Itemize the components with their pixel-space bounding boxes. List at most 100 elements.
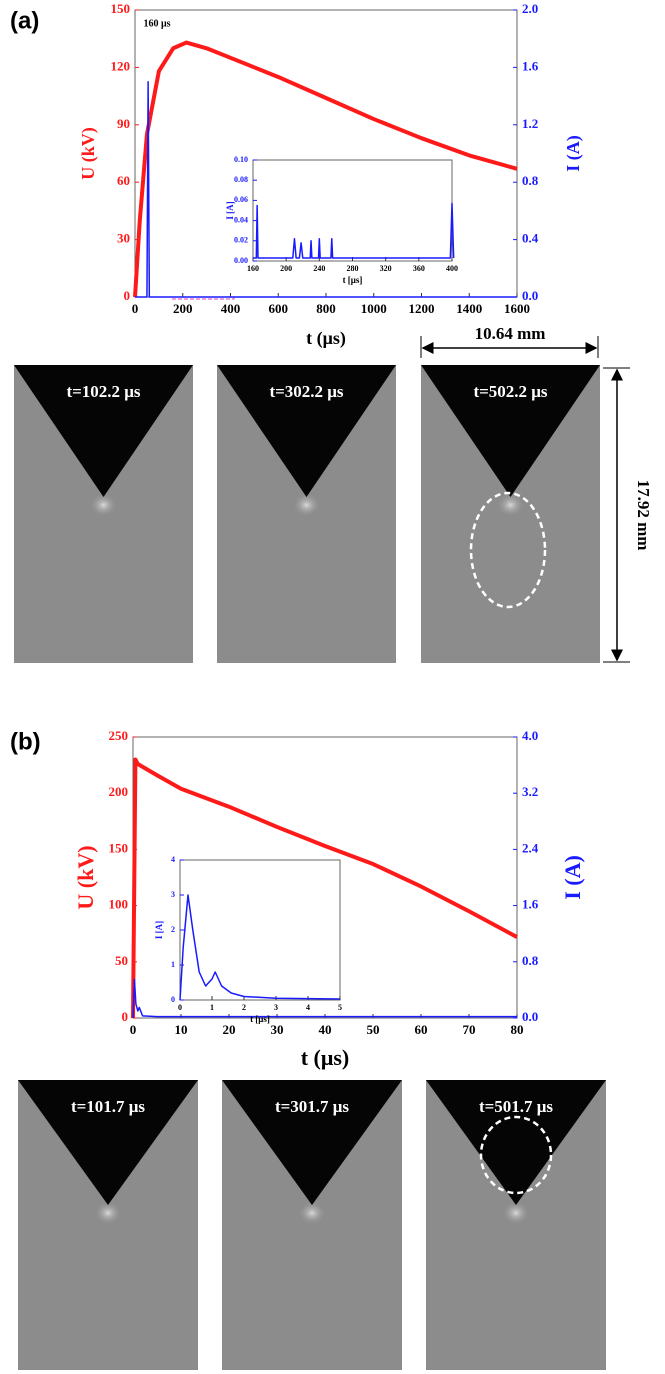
electrode [14,365,193,497]
y-tick-label: 1 [171,960,175,969]
x-axis-label: t [μs] [250,1014,270,1024]
discharge [502,1201,530,1225]
electrode [426,1080,606,1205]
x-tick-label: 280 [347,264,359,273]
x-tick-label: 10 [175,1022,188,1037]
y-tick-label: 0.08 [234,175,248,184]
discharge [94,1201,122,1225]
y-tick-label: 0 [122,1009,129,1024]
x-tick-label: 0 [178,1003,182,1012]
y-tick-label: 0.04 [234,215,248,224]
y2-tick-label: 3.2 [522,784,538,799]
x-tick-label: 1 [210,1003,214,1012]
y-tick-label: 0 [171,995,175,1004]
discharge [89,493,118,517]
y2-tick-label: 0.0 [522,1009,538,1024]
y-tick-label: 100 [109,897,129,912]
frame-label: t=302.2 μs [269,382,343,401]
y-tick-label: 30 [117,231,130,246]
frame-label: t=501.7 μs [479,1097,553,1116]
annotation: 160 μs [143,18,170,29]
y-tick-label: 150 [109,840,129,855]
y-tick-label: 0.06 [234,195,248,204]
x-tick-label: 3 [274,1003,278,1012]
y2-tick-label: 0.0 [522,288,538,303]
x-tick-label: 360 [413,264,425,273]
highlight [479,1115,553,1195]
data-line [135,81,517,298]
x-tick-label: 50 [367,1022,380,1037]
x-tick-label: 1400 [456,301,482,316]
data-line [131,757,518,1019]
y-tick-label: 0.02 [234,236,248,245]
y-tick-label: 2 [171,925,175,934]
x-tick-label: 0 [130,1022,137,1037]
x-tick-label: 80 [511,1022,524,1037]
y-axis-label: U (kV) [73,845,98,909]
highlight [469,491,547,609]
y-tick-label: 90 [117,116,130,131]
y-tick-label: 120 [111,58,131,73]
x-tick-label: 400 [221,301,241,316]
y-axis-label: I [A] [225,201,235,219]
y2-tick-label: 2.0 [522,1,538,16]
x-tick-label: 800 [316,301,336,316]
frame-label: t=301.7 μs [275,1097,349,1116]
electrode [222,1080,402,1205]
width-label: 10.64 mm [475,324,546,343]
x-tick-label: 0 [132,301,139,316]
x-tick-label: 40 [319,1022,332,1037]
data-line [179,894,341,1001]
x-axis-label: t (μs) [301,1045,350,1070]
y-tick-label: 250 [109,728,129,743]
y2-tick-label: 1.2 [522,116,538,131]
y-tick-label: 200 [109,784,129,799]
y-axis-label: I [A] [154,921,164,939]
y2-tick-label: 0.8 [522,953,539,968]
plot-frame [252,159,453,262]
y2-tick-label: 1.6 [522,897,539,912]
y2-tick-label: 0.4 [522,231,539,246]
x-tick-label: 600 [269,301,289,316]
discharge [292,493,321,517]
frame-label: t=502.2 μs [473,382,547,401]
y-tick-label: 0.10 [234,155,248,164]
y2-tick-label: 1.6 [522,58,539,73]
y-axis-label: U (kV) [78,127,99,180]
x-tick-label: 4 [306,1003,310,1012]
x-tick-label: 1000 [361,301,387,316]
x-axis-label: t [μs] [343,275,363,285]
x-tick-label: 240 [313,264,325,273]
x-tick-label: 20 [223,1022,236,1037]
frame-label: t=102.2 μs [66,382,140,401]
x-tick-label: 5 [338,1003,342,1012]
y-tick-label: 3 [171,890,175,899]
x-tick-label: 1600 [504,301,530,316]
panel-label: (b) [10,728,41,755]
x-tick-label: 70 [463,1022,476,1037]
y2-axis-label: I (A) [560,855,585,900]
electrode [217,365,396,497]
x-axis-label: t (μs) [306,328,346,349]
y2-axis-label: I (A) [563,135,584,172]
y-tick-label: 50 [115,953,128,968]
x-tick-label: 320 [380,264,392,273]
electrode [18,1080,198,1205]
x-tick-label: 400 [446,264,458,273]
y-tick-label: 4 [171,855,175,864]
electrode [421,365,600,497]
x-tick-label: 60 [415,1022,428,1037]
x-tick-label: 2 [242,1003,246,1012]
y2-tick-label: 0.8 [522,173,539,188]
y-tick-label: 0.00 [234,256,248,265]
x-tick-label: 200 [173,301,193,316]
panel-label: (a) [10,7,39,34]
x-tick-label: 1200 [409,301,435,316]
y2-tick-label: 2.4 [522,840,539,855]
y2-tick-label: 4.0 [522,728,538,743]
y-tick-label: 150 [111,1,131,16]
x-tick-label: 200 [280,264,292,273]
discharge [298,1201,326,1225]
